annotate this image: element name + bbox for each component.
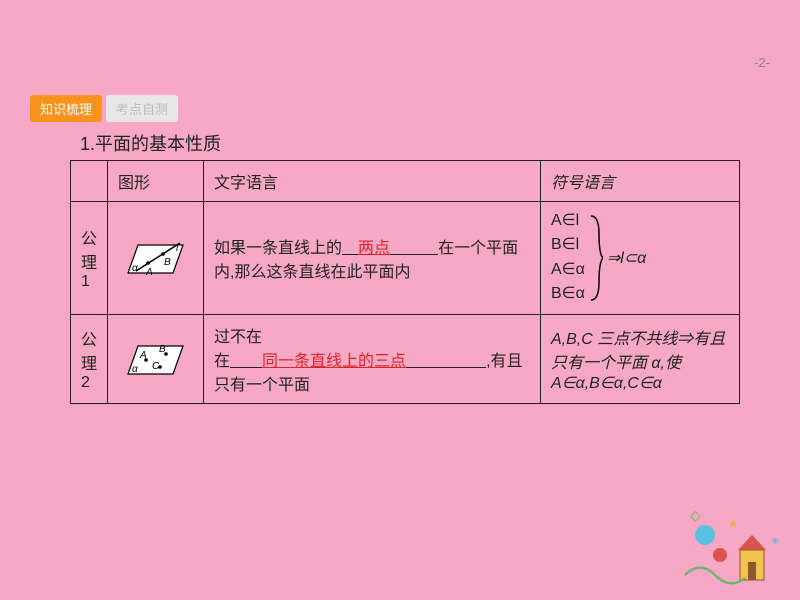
axiom-label-2: 公理2 bbox=[71, 314, 108, 403]
header-blank bbox=[71, 161, 108, 202]
table-row: 公理1 α A B l 如果一条直线上的 两点 在一个平面内,那么这条直线在此平… bbox=[71, 202, 740, 315]
text-in: 在 bbox=[214, 353, 230, 370]
parallelogram-points-icon: α A B C bbox=[118, 334, 193, 384]
svg-text:✦: ✦ bbox=[770, 534, 780, 548]
text-cell-2: 过不在在 同一条直线上的三点 ,有且只有一个平面 bbox=[204, 314, 541, 403]
section-title: 1.平面的基本性质 bbox=[80, 130, 221, 156]
brace-line: A∈α bbox=[551, 259, 585, 281]
page-number: -2- bbox=[754, 55, 770, 70]
blank-underline bbox=[390, 240, 438, 257]
table-header-row: 图形 文字语言 符号语言 bbox=[71, 161, 740, 202]
blank-underline bbox=[342, 240, 358, 257]
blank-underline bbox=[230, 353, 262, 370]
tabs: 知识梳理 考点自测 bbox=[30, 95, 178, 122]
svg-text:B: B bbox=[159, 344, 166, 355]
text-pre: 过不在 bbox=[214, 329, 262, 346]
tab-knowledge[interactable]: 知识梳理 bbox=[30, 95, 102, 122]
header-text: 文字语言 bbox=[204, 161, 541, 202]
figure-cell-1: α A B l bbox=[108, 202, 204, 315]
symbol-text-2: A,B,C 三点不共线⇒有且只有一个平面 α,使A∈α,B∈α,C∈α bbox=[551, 331, 725, 392]
header-symbol: 符号语言 bbox=[540, 161, 739, 202]
brace-line: B∈l bbox=[551, 234, 585, 256]
header-figure: 图形 bbox=[108, 161, 204, 202]
blank-answer-2: 同一条直线上的三点 bbox=[262, 353, 406, 370]
svg-text:A: A bbox=[139, 350, 147, 361]
brace-conclusion: ⇒l⊂α bbox=[607, 248, 647, 268]
figure-cell-2: α A B C bbox=[108, 314, 204, 403]
blank-underline bbox=[406, 353, 486, 370]
axiom-table: 图形 文字语言 符号语言 公理1 α A B l 如果一条直线上的 两点 在一个… bbox=[70, 160, 740, 404]
axiom-label-1: 公理1 bbox=[71, 202, 108, 315]
svg-text:★: ★ bbox=[728, 517, 739, 531]
svg-text:α: α bbox=[132, 263, 138, 274]
text-pre: 如果一条直线上的 bbox=[214, 240, 342, 257]
svg-text:A: A bbox=[145, 267, 153, 278]
svg-text:α: α bbox=[132, 364, 138, 375]
blank-answer-1: 两点 bbox=[358, 240, 390, 257]
decorative-doodle-icon: ◇ ★ ✦ bbox=[680, 500, 790, 590]
symbol-cell-1: A∈l B∈l A∈α B∈α ⇒l⊂α bbox=[540, 202, 739, 315]
parallelogram-line-icon: α A B l bbox=[118, 233, 193, 283]
brace-line: A∈l bbox=[551, 210, 585, 232]
table-row: 公理2 α A B C 过不在在 同一条直线上的三点 ,有且只有一个平面 A,B… bbox=[71, 314, 740, 403]
right-brace-icon bbox=[589, 214, 603, 302]
text-cell-1: 如果一条直线上的 两点 在一个平面内,那么这条直线在此平面内 bbox=[204, 202, 541, 315]
tab-selftest[interactable]: 考点自测 bbox=[106, 95, 178, 122]
symbol-cell-2: A,B,C 三点不共线⇒有且只有一个平面 α,使A∈α,B∈α,C∈α bbox=[540, 314, 739, 403]
brace-line: B∈α bbox=[551, 283, 585, 305]
svg-text:C: C bbox=[152, 361, 160, 372]
svg-text:◇: ◇ bbox=[690, 507, 701, 523]
svg-text:B: B bbox=[164, 257, 171, 268]
